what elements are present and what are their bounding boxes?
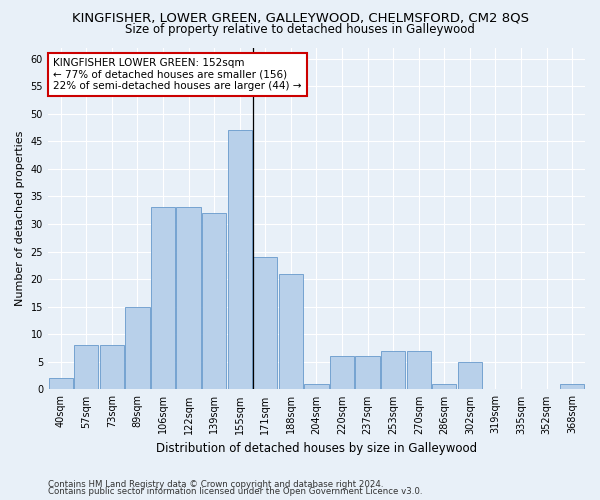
Bar (202, 213, 226, 390)
Bar (176, 208, 201, 390)
Bar (330, 356, 354, 390)
Bar (227, 130, 252, 390)
Bar (381, 351, 406, 390)
Bar (125, 306, 149, 390)
Y-axis label: Number of detached properties: Number of detached properties (15, 131, 25, 306)
Text: Size of property relative to detached houses in Galleywood: Size of property relative to detached ho… (125, 22, 475, 36)
Bar (100, 346, 124, 390)
Bar (279, 274, 303, 390)
Bar (151, 208, 175, 390)
X-axis label: Distribution of detached houses by size in Galleywood: Distribution of detached houses by size … (156, 442, 477, 455)
Text: Contains HM Land Registry data © Crown copyright and database right 2024.: Contains HM Land Registry data © Crown c… (48, 480, 383, 489)
Bar (74, 346, 98, 390)
Text: KINGFISHER LOWER GREEN: 152sqm
← 77% of detached houses are smaller (156)
22% of: KINGFISHER LOWER GREEN: 152sqm ← 77% of … (53, 58, 302, 91)
Bar (253, 257, 277, 390)
Bar (458, 362, 482, 390)
Bar (304, 384, 329, 390)
Text: KINGFISHER, LOWER GREEN, GALLEYWOOD, CHELMSFORD, CM2 8QS: KINGFISHER, LOWER GREEN, GALLEYWOOD, CHE… (71, 12, 529, 24)
Bar (407, 351, 431, 390)
Bar (560, 384, 584, 390)
Bar (355, 356, 380, 390)
Text: Contains public sector information licensed under the Open Government Licence v3: Contains public sector information licen… (48, 487, 422, 496)
Bar (49, 378, 73, 390)
Bar (432, 384, 457, 390)
